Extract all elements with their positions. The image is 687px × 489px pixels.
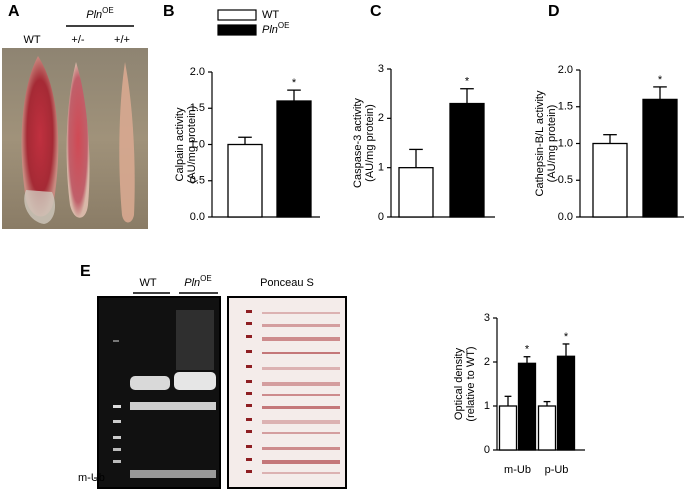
stain-band — [246, 350, 252, 353]
significance: * — [292, 77, 297, 89]
ponceau-stain — [227, 296, 347, 489]
stain-band — [262, 406, 340, 409]
bar — [537, 405, 557, 451]
y-tick-label: 0.5 — [558, 174, 573, 186]
stain-band — [262, 472, 340, 474]
y-axis-label: (relative to WT) — [465, 346, 477, 421]
stain-band — [246, 458, 252, 461]
stain-band — [262, 324, 340, 327]
y-axis-label: (AU/mg protein) — [364, 104, 376, 182]
stain-band — [262, 312, 340, 314]
bar — [398, 167, 434, 218]
y-axis-label: Cathepsin-B/L activity — [534, 90, 546, 196]
bar — [276, 100, 312, 218]
stain-band — [262, 352, 340, 354]
stain-band — [246, 380, 252, 383]
stain-band — [246, 365, 252, 368]
y-tick-label: 0 — [484, 444, 490, 456]
bar — [498, 405, 518, 451]
significance: * — [465, 76, 470, 88]
legend-swatch — [217, 9, 257, 21]
significance: * — [564, 331, 569, 343]
y-tick-label: 1.5 — [558, 101, 573, 113]
x-tick-label: p-Ub — [545, 464, 569, 476]
y-tick-label: 1.0 — [558, 137, 573, 149]
legend-swatch — [217, 24, 257, 36]
stain-band — [246, 430, 252, 433]
lane-label: +/- — [71, 34, 84, 46]
group-name: Pln — [86, 9, 102, 21]
panel-label: B — [163, 3, 175, 20]
legend-name: Pln — [262, 24, 278, 36]
muscle-photo — [2, 48, 148, 229]
y-axis-label: Calpain activity — [174, 107, 186, 181]
significance: * — [658, 74, 663, 86]
legend-label: PlnOE — [262, 21, 289, 36]
stain-label: Ponceau S — [260, 277, 314, 289]
stain-band — [246, 335, 252, 338]
stain-band — [262, 382, 340, 386]
y-tick-label: 2.0 — [190, 66, 205, 78]
group-sup: OE — [200, 274, 212, 283]
y-tick-label: 1 — [378, 162, 384, 174]
lane-label: WT — [23, 34, 40, 46]
stain-band — [262, 460, 340, 464]
panel-label: C — [370, 3, 382, 20]
y-tick-label: 3 — [484, 312, 490, 324]
y-axis-label: Optical density — [453, 347, 465, 420]
y-tick-label: 2 — [378, 112, 384, 124]
stain-band — [246, 445, 252, 448]
legend-label: WT — [262, 9, 279, 21]
band-label: m-Ub — [78, 472, 105, 484]
bar — [592, 142, 628, 218]
bar — [449, 102, 485, 218]
group-label: PlnOE — [86, 6, 113, 21]
group-name: Pln — [184, 277, 200, 289]
bar — [642, 98, 678, 218]
stain-band — [262, 447, 340, 450]
y-tick-label: 0 — [378, 211, 384, 223]
lane-label: +/+ — [114, 34, 130, 46]
y-tick-label: 2.0 — [558, 64, 573, 76]
significance: * — [525, 344, 530, 356]
y-tick-label: 0.0 — [190, 211, 205, 223]
stain-band — [262, 420, 340, 424]
western-blot — [97, 296, 221, 489]
bar — [556, 355, 576, 451]
blot-group: PlnOE — [184, 274, 211, 289]
stain-band — [262, 367, 340, 370]
y-tick-label: 3 — [378, 63, 384, 75]
stain-band — [246, 310, 252, 313]
blot-group: WT — [139, 277, 156, 289]
stain-band — [246, 392, 252, 395]
x-tick-label: m-Ub — [504, 464, 531, 476]
y-tick-label: 2 — [484, 356, 490, 368]
y-tick-label: 0.0 — [558, 211, 573, 223]
y-axis-label: (AU/mg protein) — [546, 105, 558, 183]
stain-band — [246, 404, 252, 407]
stain-band — [262, 394, 340, 396]
legend-sup: OE — [278, 21, 290, 30]
panel-label: E — [80, 263, 91, 280]
stain-band — [262, 337, 340, 341]
stain-band — [246, 418, 252, 421]
y-tick-label: 1.5 — [190, 102, 205, 114]
bar — [517, 362, 537, 451]
y-tick-label: 1 — [484, 400, 490, 412]
y-axis-label: (AU/mg protein) — [186, 106, 198, 184]
group-sup: OE — [102, 6, 114, 15]
y-tick-label: 1.0 — [190, 138, 205, 150]
panel-label: A — [8, 3, 20, 20]
y-tick-label: 0.5 — [190, 175, 205, 187]
bar — [227, 143, 263, 218]
stain-band — [246, 322, 252, 325]
stain-band — [262, 432, 340, 434]
panel-label: D — [548, 3, 560, 20]
y-axis-label: Caspase-3 activity — [352, 98, 364, 188]
legend-name: WT — [262, 9, 279, 21]
stain-band — [246, 470, 252, 473]
